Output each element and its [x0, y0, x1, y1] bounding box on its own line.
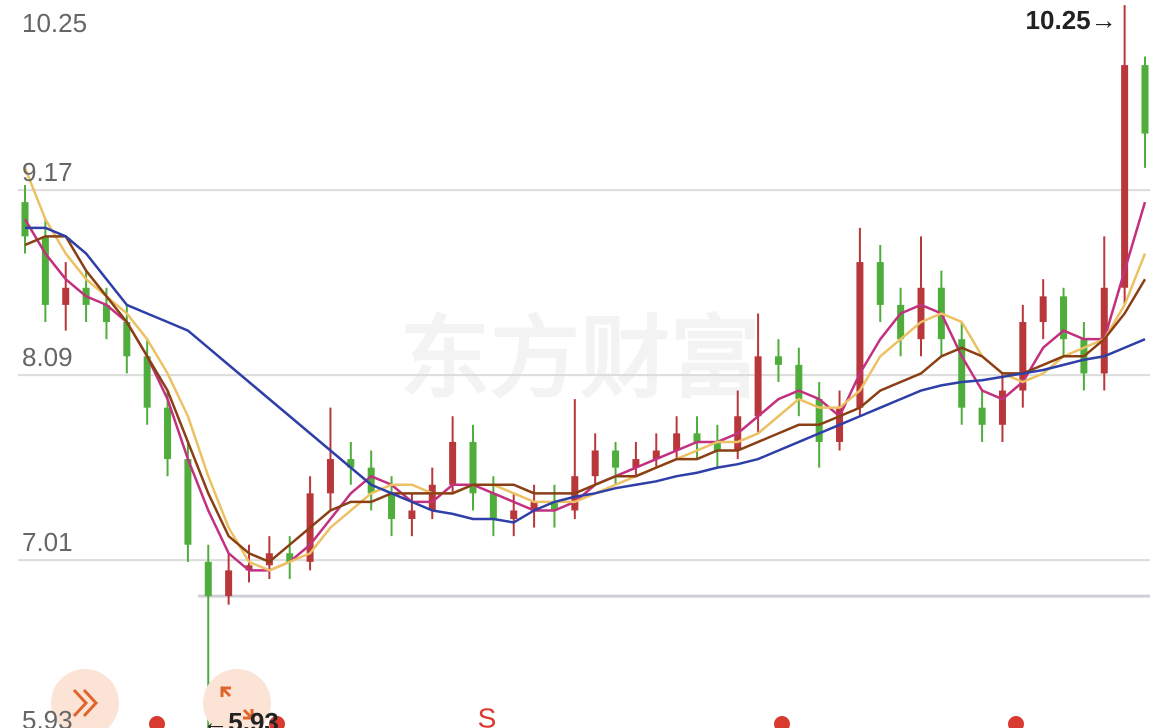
candle-body [958, 339, 966, 408]
candle-body [612, 450, 620, 468]
candle-body [998, 390, 1006, 425]
ma-line [25, 226, 1146, 524]
y-tick-label: 5.93 [22, 705, 73, 728]
candle-body [102, 304, 110, 323]
candle-body [184, 459, 192, 545]
candle-body [917, 287, 925, 340]
candle-body [123, 322, 131, 357]
candle-body [326, 459, 334, 494]
candle-body [876, 262, 884, 305]
candle-body [245, 565, 253, 571]
candle-body [815, 399, 823, 442]
signal-dot [774, 716, 790, 728]
plot-area [18, 5, 1150, 728]
candle-body [388, 493, 396, 520]
signal-dot [269, 716, 285, 728]
candle-body [550, 501, 558, 511]
candle-body [652, 450, 660, 460]
ma-line [24, 235, 1147, 564]
candle-body [1019, 322, 1027, 391]
candle-body [428, 484, 436, 511]
ma-line [23, 167, 1147, 572]
candle-body [632, 459, 640, 468]
candle-body [62, 287, 70, 305]
candle-body [204, 561, 212, 597]
candle-body [897, 304, 905, 340]
low-label: ←5.93 [202, 707, 279, 728]
expand-button[interactable] [51, 669, 119, 728]
y-tick-label: 10.25 [22, 8, 87, 38]
candle-body [673, 433, 681, 451]
candle-body [143, 356, 151, 408]
y-tick-label: 9.17 [22, 157, 73, 187]
y-tick-label: 8.09 [22, 342, 73, 372]
signal-label: S [478, 702, 497, 728]
candle-body [286, 553, 294, 562]
candle-body [265, 553, 273, 566]
signal-dot [1008, 716, 1024, 728]
candle-body [347, 459, 355, 468]
candle-body [1060, 296, 1068, 340]
signal-dot [149, 716, 165, 728]
candle-body [1100, 287, 1108, 374]
candle-body [1039, 296, 1047, 323]
candle-body [408, 510, 416, 520]
candle-body [795, 364, 803, 400]
fullscreen-button[interactable] [203, 669, 271, 728]
watermark: 东方财富 [400, 309, 760, 409]
candle-body [41, 236, 49, 305]
candle-body [856, 262, 864, 408]
candle-body [754, 356, 762, 417]
candle-body [1121, 65, 1129, 288]
candle-body [530, 501, 538, 511]
candle-body [693, 433, 701, 442]
high-label: 10.25→ [1026, 5, 1117, 35]
candle-body [713, 441, 721, 451]
candle-body [449, 441, 457, 485]
candle-body [1141, 65, 1149, 134]
candle-body [367, 467, 375, 494]
candle-body [164, 407, 172, 460]
candle-body [774, 356, 782, 365]
candle-body [469, 441, 477, 494]
candle-body [489, 493, 497, 520]
y-tick-label: 7.01 [22, 527, 73, 557]
candle-body [510, 510, 518, 520]
candle-body [978, 407, 986, 425]
candle-body [225, 570, 233, 597]
candle-body [591, 450, 599, 477]
